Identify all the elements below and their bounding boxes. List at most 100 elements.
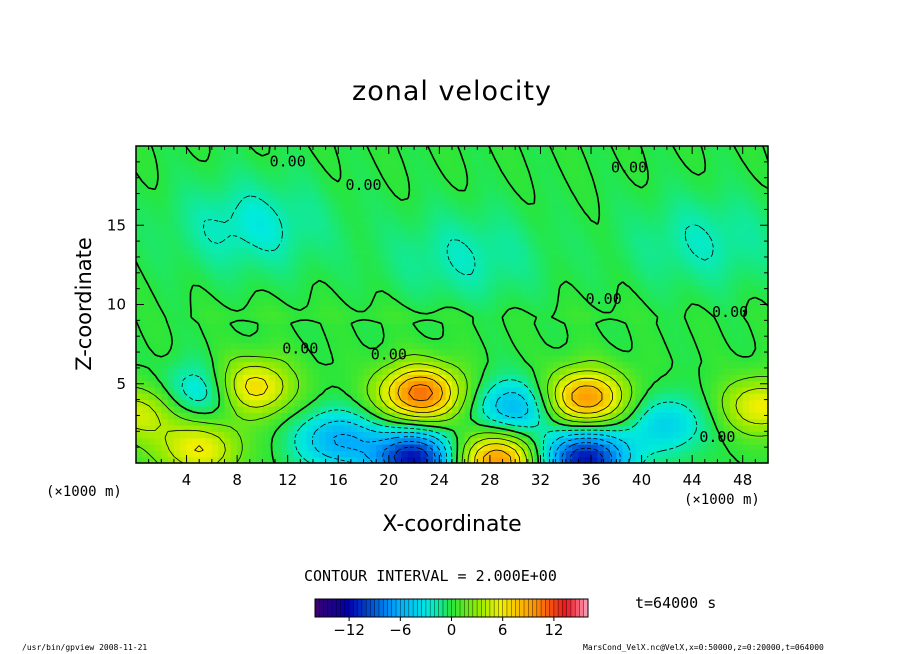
field-cell <box>496 184 504 191</box>
field-cell <box>319 272 327 280</box>
field-cell <box>742 348 750 356</box>
field-cell <box>426 336 434 344</box>
field-cell <box>167 399 175 407</box>
field-cell <box>616 152 624 160</box>
field-cell <box>559 203 567 210</box>
field-cell <box>489 450 497 458</box>
field-cell <box>711 386 719 394</box>
field-cell <box>692 393 700 401</box>
field-cell <box>287 215 295 223</box>
field-cell <box>237 380 245 388</box>
field-cell <box>300 184 308 191</box>
field-cell <box>306 424 314 432</box>
field-cell <box>578 215 586 223</box>
field-cell <box>287 412 295 420</box>
field-cell <box>692 450 700 458</box>
field-cell <box>698 171 706 179</box>
field-cell <box>256 317 263 325</box>
field-cell <box>515 247 523 255</box>
field-cell <box>597 412 605 420</box>
field-cell <box>268 380 276 388</box>
field-cell <box>698 437 706 445</box>
field-cell <box>256 228 263 236</box>
field-cell <box>654 304 662 312</box>
field-cell <box>237 171 245 179</box>
field-cell <box>489 456 497 464</box>
field-cell <box>262 329 270 337</box>
field-cell <box>591 171 598 179</box>
field-cell <box>262 234 270 242</box>
field-cell <box>521 184 529 191</box>
field-cell <box>477 310 485 318</box>
field-cell <box>275 298 282 306</box>
field-cell <box>508 266 516 274</box>
field-cell <box>736 184 744 191</box>
field-cell <box>376 215 384 223</box>
field-cell <box>142 171 150 179</box>
field-cell <box>281 342 289 350</box>
field-cell <box>711 291 719 299</box>
field-cell <box>736 298 744 306</box>
field-cell <box>679 209 687 217</box>
field-cell <box>470 437 478 445</box>
field-cell <box>597 279 605 287</box>
field-cell <box>275 184 282 191</box>
field-cell <box>666 196 674 204</box>
field-cell <box>559 418 567 426</box>
field-cell <box>660 367 668 375</box>
field-cell <box>224 279 232 287</box>
field-cell <box>433 367 440 375</box>
field-cell <box>755 253 763 261</box>
field-cell <box>572 165 579 172</box>
field-cell <box>458 304 466 312</box>
field-cell <box>489 266 497 274</box>
field-cell <box>628 456 636 464</box>
field-cell <box>426 234 434 242</box>
field-cell <box>287 405 295 413</box>
field-cell <box>369 424 377 432</box>
field-cell <box>666 348 674 356</box>
field-cell <box>452 241 459 249</box>
field-cell <box>205 272 213 280</box>
field-cell <box>294 355 301 363</box>
field-cell <box>369 228 377 236</box>
field-cell <box>249 342 257 350</box>
field-cell <box>692 215 700 223</box>
field-cell <box>224 241 232 249</box>
field-cell <box>654 222 662 230</box>
field-cell <box>685 222 693 230</box>
field-cell <box>553 203 561 210</box>
field-cell <box>173 196 181 204</box>
field-cell <box>180 203 188 210</box>
field-cell <box>679 437 687 445</box>
field-cell <box>249 184 257 191</box>
field-cell <box>294 367 301 375</box>
field-cell <box>603 215 611 223</box>
field-cell <box>382 203 390 210</box>
field-cell <box>136 393 143 401</box>
field-cell <box>243 215 251 223</box>
field-cell <box>553 228 561 236</box>
field-cell <box>312 323 320 331</box>
field-cell <box>287 234 295 242</box>
field-cell <box>363 323 371 331</box>
field-cell <box>559 247 567 255</box>
field-cell <box>635 431 643 439</box>
field-cell <box>148 329 156 337</box>
field-cell <box>420 304 428 312</box>
field-cell <box>458 329 466 337</box>
field-cell <box>742 190 750 198</box>
field-cell <box>401 291 409 299</box>
field-cell <box>420 393 428 401</box>
footer-right: MarsCond_VelX.nc@VelX,x=0:50000,z=0:2000… <box>583 643 824 652</box>
field-cell <box>142 443 150 451</box>
field-cell <box>761 215 769 223</box>
field-cell <box>584 215 592 223</box>
field-cell <box>357 253 365 261</box>
field-cell <box>736 361 744 369</box>
field-cell <box>761 241 769 249</box>
field-cell <box>565 152 573 160</box>
field-cell <box>508 209 516 217</box>
field-cell <box>572 146 579 153</box>
field-cell <box>300 228 308 236</box>
